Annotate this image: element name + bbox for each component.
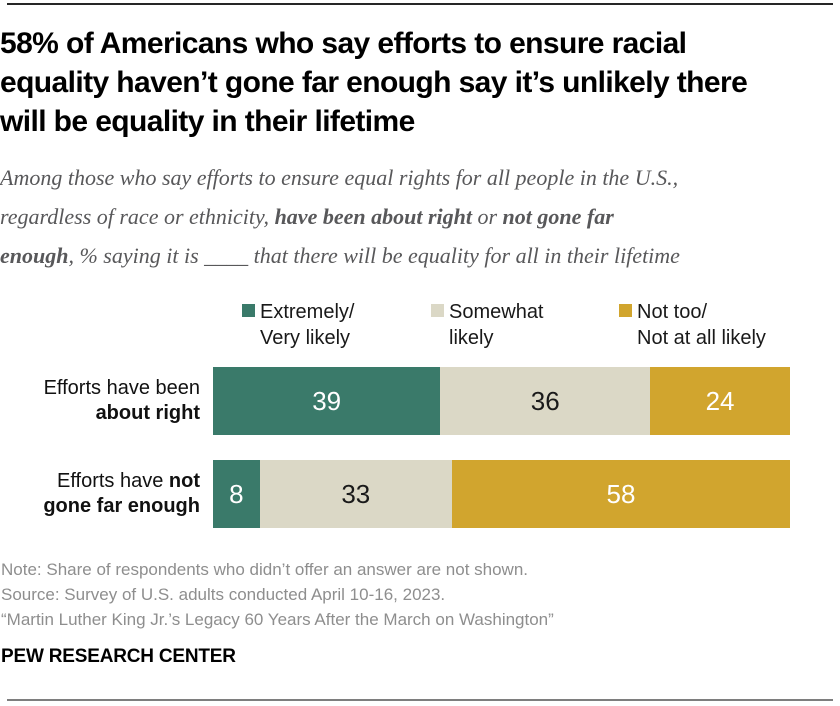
footnotes: Note: Share of respondents who didn’t of… bbox=[1, 557, 840, 632]
stacked-bar-not-gone-far-enough: 8 33 58 bbox=[213, 460, 790, 528]
bar-value-label: 8 bbox=[229, 478, 244, 509]
bar-value-label: 24 bbox=[705, 385, 735, 416]
bottom-rule bbox=[7, 699, 833, 701]
bar-row-about-right: Efforts have been about right 39 36 24 bbox=[0, 367, 840, 435]
top-rule bbox=[7, 3, 833, 5]
stacked-bar-about-right: 39 36 24 bbox=[213, 367, 790, 435]
bar-segment-extremely-very-likely: 8 bbox=[213, 460, 260, 528]
legend-label: Not too/Not at all likely bbox=[637, 301, 766, 349]
beige-square-icon bbox=[431, 304, 444, 317]
bar-value-label: 36 bbox=[530, 385, 560, 416]
chart-title: 58% of Americans who say efforts to ensu… bbox=[0, 27, 748, 138]
row-label-not-gone-far-enough: Efforts have not gone far enough bbox=[43, 470, 200, 517]
legend-item-not-too-not-at-all-likely: Not too/Not at all likely bbox=[619, 299, 766, 351]
legend-label: Somewhat likely bbox=[449, 301, 544, 349]
bar-row-not-gone-far-enough: Efforts have not gone far enough 8 33 58 bbox=[0, 460, 840, 528]
gold-square-icon bbox=[619, 304, 632, 317]
row-label-about-right: Efforts have been about right bbox=[43, 377, 200, 424]
bar-segment-somewhat-likely: 33 bbox=[259, 460, 452, 528]
legend-item-extremely-very-likely: Extremely/Very likely bbox=[242, 299, 354, 351]
green-square-icon bbox=[242, 304, 255, 317]
bar-segment-somewhat-likely: 36 bbox=[440, 367, 651, 435]
bar-segment-extremely-very-likely: 39 bbox=[213, 367, 441, 435]
bar-value-label: 33 bbox=[341, 478, 371, 509]
bar-segment-not-too-not-at-all-likely: 24 bbox=[650, 367, 790, 435]
legend-label: Extremely/Very likely bbox=[260, 301, 355, 349]
chart-subtitle: Among those who say efforts to ensure eq… bbox=[0, 165, 680, 268]
report-title-line: “Martin Luther King Jr.’s Legacy 60 Year… bbox=[1, 610, 554, 629]
bar-value-label: 58 bbox=[606, 478, 636, 509]
source-line: Source: Survey of U.S. adults conducted … bbox=[1, 585, 446, 604]
bar-segment-not-too-not-at-all-likely: 58 bbox=[451, 460, 790, 528]
legend-item-somewhat-likely: Somewhat likely bbox=[431, 299, 544, 351]
bar-value-label: 39 bbox=[312, 385, 342, 416]
note-line: Note: Share of respondents who didn’t of… bbox=[1, 560, 529, 579]
pew-research-center-wordmark: PEW RESEARCH CENTER bbox=[1, 646, 236, 667]
